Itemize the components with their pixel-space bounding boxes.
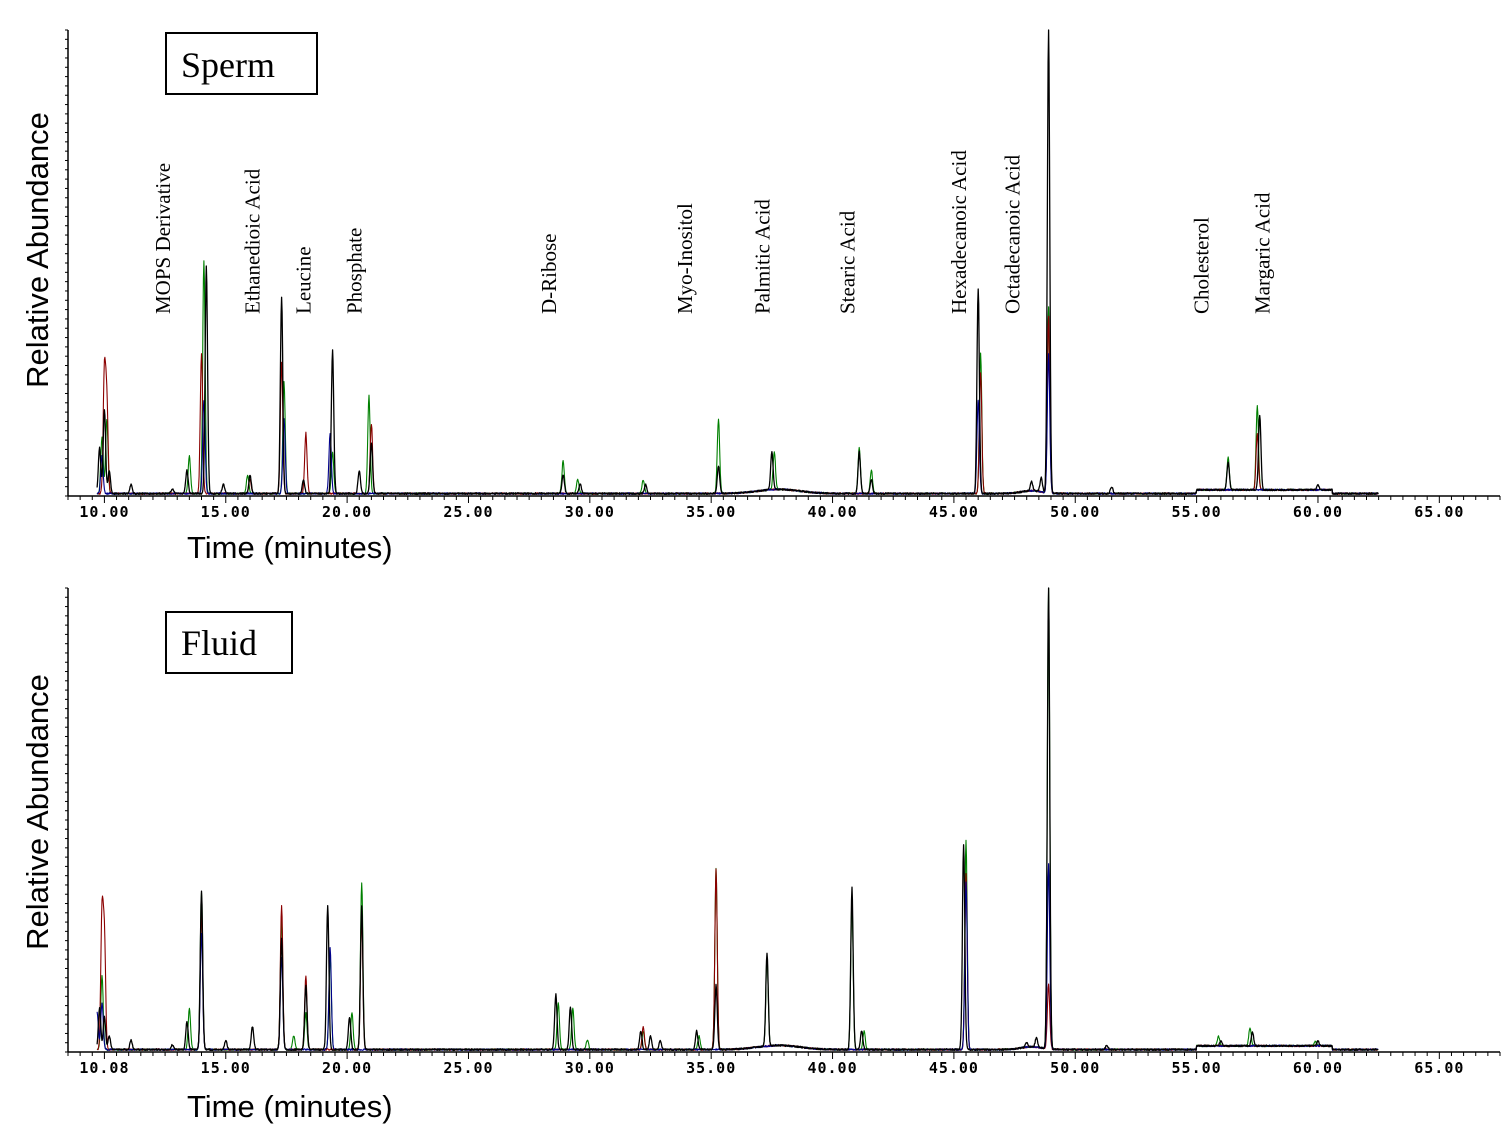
peak-label: Palmitic Acid [750, 199, 774, 314]
y-axis-title: Relative Abundance [20, 674, 55, 950]
x-tick-label: 50.00 [1050, 503, 1100, 521]
x-tick-label: 65.00 [1414, 1059, 1464, 1077]
x-tick-label: 35.00 [686, 503, 736, 521]
sperm-chromatogram-panel: Sperm Relative Abundance Time (minutes) … [20, 29, 1501, 565]
chromatogram-trace-3 [96, 587, 1379, 1052]
peak-labels: MOPS Derivative Ethanedioic Acid Leucine Ph… [151, 150, 1275, 314]
x-tick-label: 45.00 [929, 503, 979, 521]
peak-label: Margaric Acid [1250, 192, 1274, 314]
series-layer [96, 29, 1379, 496]
x-tick-label: 40.00 [807, 503, 857, 521]
panel-label: Fluid [181, 623, 257, 663]
x-tick-label: 30.00 [565, 503, 615, 521]
axes: 10.08 15.00 20.00 25.00 30.00 35.00 40.00 45.00… [65, 587, 1501, 1077]
peak-label: Cholesterol [1190, 217, 1214, 314]
peak-label: Hexadecanoic Acid [947, 150, 971, 314]
peak-label: Stearic Acid [835, 210, 859, 314]
peak-label: MOPS Derivative [151, 163, 175, 314]
peak-label: D-Ribose [537, 234, 561, 315]
y-axis-title: Relative Abundance [20, 112, 55, 388]
x-tick-label: 10.00 [79, 503, 129, 521]
panel-label-box [165, 611, 293, 674]
x-tick-label: 55.00 [1172, 1059, 1222, 1077]
axes: 10.00 15.00 20.00 25.00 30.00 35.00 40.00 45.00… [65, 29, 1501, 521]
x-tick-label: 60.00 [1293, 503, 1343, 521]
x-tick-label: 15.00 [201, 1059, 251, 1077]
x-tick-label: 10.08 [79, 1059, 129, 1077]
chromatogram-trace-3 [96, 29, 1379, 496]
peak-label: Ethanedioic Acid [241, 168, 265, 314]
x-axis-title: Time (minutes) [187, 1089, 393, 1124]
x-tick-label: 50.00 [1050, 1059, 1100, 1077]
x-tick-label: 25.00 [443, 1059, 493, 1077]
x-tick-label: 15.00 [201, 503, 251, 521]
x-tick-label: 45.00 [929, 1059, 979, 1077]
x-tick-label: 20.00 [322, 503, 372, 521]
x-tick-label: 65.00 [1414, 503, 1464, 521]
fluid-chromatogram-panel: Fluid Relative Abundance Time (minutes) … [20, 587, 1501, 1124]
x-tick-label: 60.00 [1293, 1059, 1343, 1077]
x-tick-label: 25.00 [443, 503, 493, 521]
panel-label: Sperm [181, 45, 275, 85]
peak-label: Octadecanoic Acid [1000, 154, 1024, 314]
panel-label-box [165, 32, 318, 95]
x-tick-label: 35.00 [686, 1059, 736, 1077]
peak-label: Myo-Inositol [673, 203, 697, 314]
x-tick-label: 55.00 [1172, 503, 1222, 521]
x-tick-label: 30.00 [565, 1059, 615, 1077]
peak-label: Leucine [292, 246, 316, 314]
x-tick-label: 20.00 [322, 1059, 372, 1077]
peak-label: Phosphate [343, 228, 367, 314]
series-layer [96, 587, 1379, 1052]
x-tick-label: 40.00 [807, 1059, 857, 1077]
x-axis-title: Time (minutes) [187, 530, 393, 565]
